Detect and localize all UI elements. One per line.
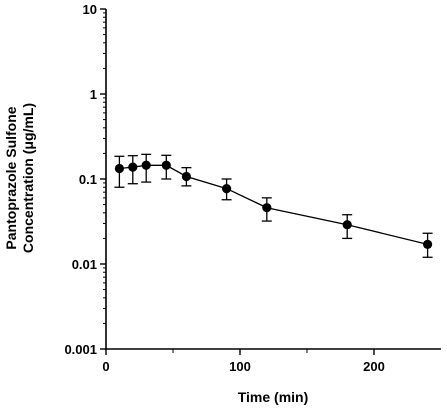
y-tick-label: 0.01 <box>72 257 97 272</box>
x-tick-label: 200 <box>363 359 385 374</box>
series-line <box>119 164 428 246</box>
y-axis-title: Pantoprazole Sulfone Concentration (μg/m… <box>3 103 36 253</box>
data-point <box>222 184 232 194</box>
data-point <box>342 220 352 230</box>
y-tick-label: 0.1 <box>79 172 97 187</box>
data-point <box>181 171 191 182</box>
y-axis-title-line1: Pantoprazole Sulfone <box>3 106 19 249</box>
y-tick-label: 10 <box>83 2 97 17</box>
x-axis-title: Time (min) <box>238 389 309 405</box>
series-group <box>114 153 433 258</box>
data-point <box>262 203 272 213</box>
x-ticks: 0 100 200 <box>102 349 385 374</box>
y-ticks: 0.001 0.01 0.1 1 10 <box>64 2 106 357</box>
data-point <box>423 239 433 250</box>
x-tick-label: 100 <box>229 359 251 374</box>
y-axis-title-line2: Concentration (μg/mL) <box>20 103 36 253</box>
data-point <box>161 160 171 170</box>
x-tick-label: 0 <box>102 359 109 374</box>
y-tick-label: 1 <box>90 87 97 102</box>
data-point <box>128 162 138 172</box>
data-point <box>114 163 124 174</box>
data-point <box>141 160 151 170</box>
y-tick-label: 0.001 <box>64 342 97 357</box>
axes <box>105 9 441 350</box>
